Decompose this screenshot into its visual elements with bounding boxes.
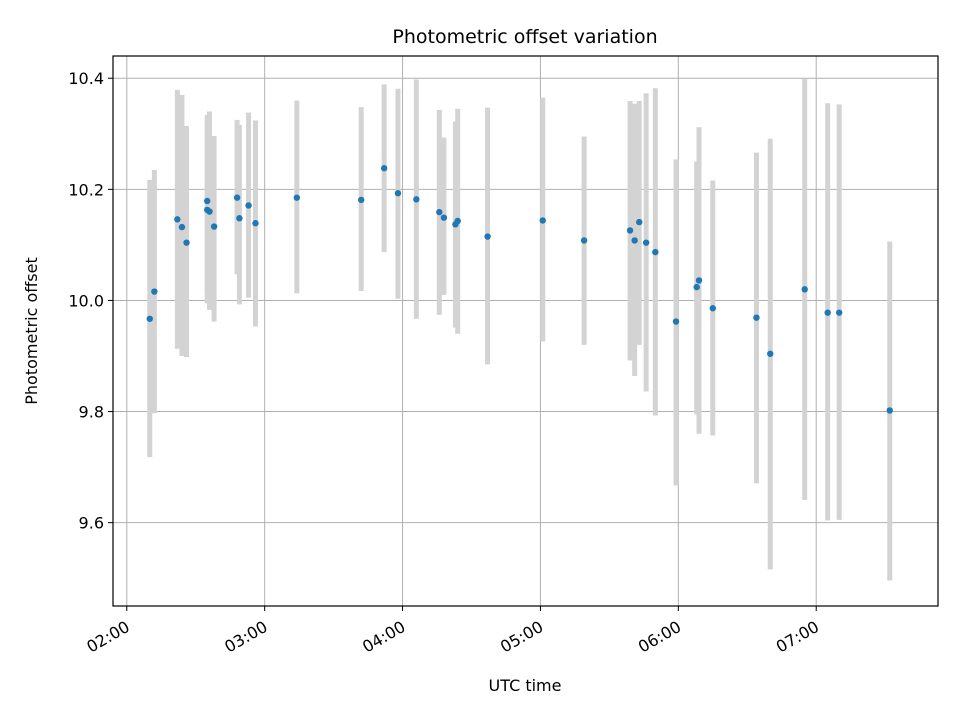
data-point bbox=[709, 305, 716, 312]
grid bbox=[113, 56, 938, 606]
data-point bbox=[236, 215, 243, 222]
plot-frame bbox=[112, 55, 939, 607]
data-point bbox=[293, 194, 301, 201]
y-tick-label: 9.8 bbox=[79, 403, 104, 422]
data-point bbox=[824, 309, 831, 316]
data-point bbox=[642, 239, 650, 246]
y-axis-title: Photometric offset bbox=[22, 257, 41, 405]
data-point bbox=[151, 288, 158, 295]
data-point bbox=[394, 190, 402, 197]
data-point bbox=[245, 202, 252, 209]
data-point bbox=[413, 196, 420, 203]
data-point bbox=[183, 239, 190, 246]
y-tick-label: 10.2 bbox=[68, 180, 104, 199]
data-point bbox=[631, 237, 638, 244]
data-point bbox=[484, 233, 491, 240]
data-point bbox=[206, 208, 213, 215]
data-point bbox=[580, 237, 588, 244]
data-point bbox=[174, 216, 181, 223]
data-point bbox=[652, 248, 659, 256]
data-points bbox=[146, 165, 893, 414]
y-tick-label: 10.4 bbox=[68, 69, 104, 88]
data-point bbox=[436, 208, 443, 216]
data-point bbox=[801, 286, 808, 293]
data-point bbox=[886, 407, 893, 414]
data-point bbox=[626, 227, 634, 234]
data-point bbox=[440, 214, 448, 221]
data-point bbox=[753, 314, 760, 321]
data-point bbox=[693, 283, 700, 291]
data-point bbox=[146, 315, 153, 322]
data-point bbox=[767, 350, 774, 357]
data-point bbox=[204, 197, 211, 205]
data-point bbox=[636, 218, 643, 226]
data-point bbox=[672, 318, 680, 325]
data-point bbox=[380, 165, 388, 172]
data-point bbox=[835, 309, 843, 316]
y-tick-label: 9.6 bbox=[79, 514, 104, 533]
data-point bbox=[210, 223, 218, 230]
data-point bbox=[357, 196, 365, 204]
data-point bbox=[233, 194, 241, 201]
data-point bbox=[454, 217, 461, 225]
data-point bbox=[695, 277, 703, 284]
data-point bbox=[178, 223, 186, 231]
x-axis-title: UTC time bbox=[489, 676, 562, 695]
data-point bbox=[252, 220, 259, 227]
y-tick-label: 10.0 bbox=[68, 291, 104, 310]
chart-title: Photometric offset variation bbox=[392, 26, 657, 48]
y-axis-ticks: 9.6 9.8 10.0 10.2 10.4 bbox=[68, 69, 113, 533]
data-point bbox=[539, 217, 546, 224]
